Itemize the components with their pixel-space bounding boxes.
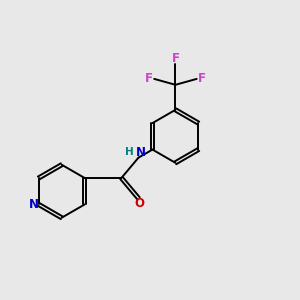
Text: N: N — [136, 146, 146, 159]
Text: O: O — [135, 197, 145, 210]
Text: F: F — [171, 52, 179, 65]
Text: F: F — [145, 72, 153, 86]
Text: N: N — [28, 198, 38, 211]
Text: F: F — [198, 72, 206, 86]
Text: H: H — [125, 147, 134, 158]
